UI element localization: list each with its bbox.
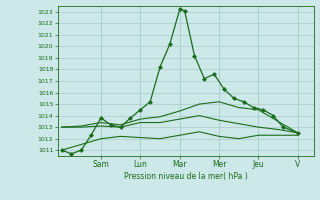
X-axis label: Pression niveau de la mer( hPa ): Pression niveau de la mer( hPa ) — [124, 172, 247, 181]
